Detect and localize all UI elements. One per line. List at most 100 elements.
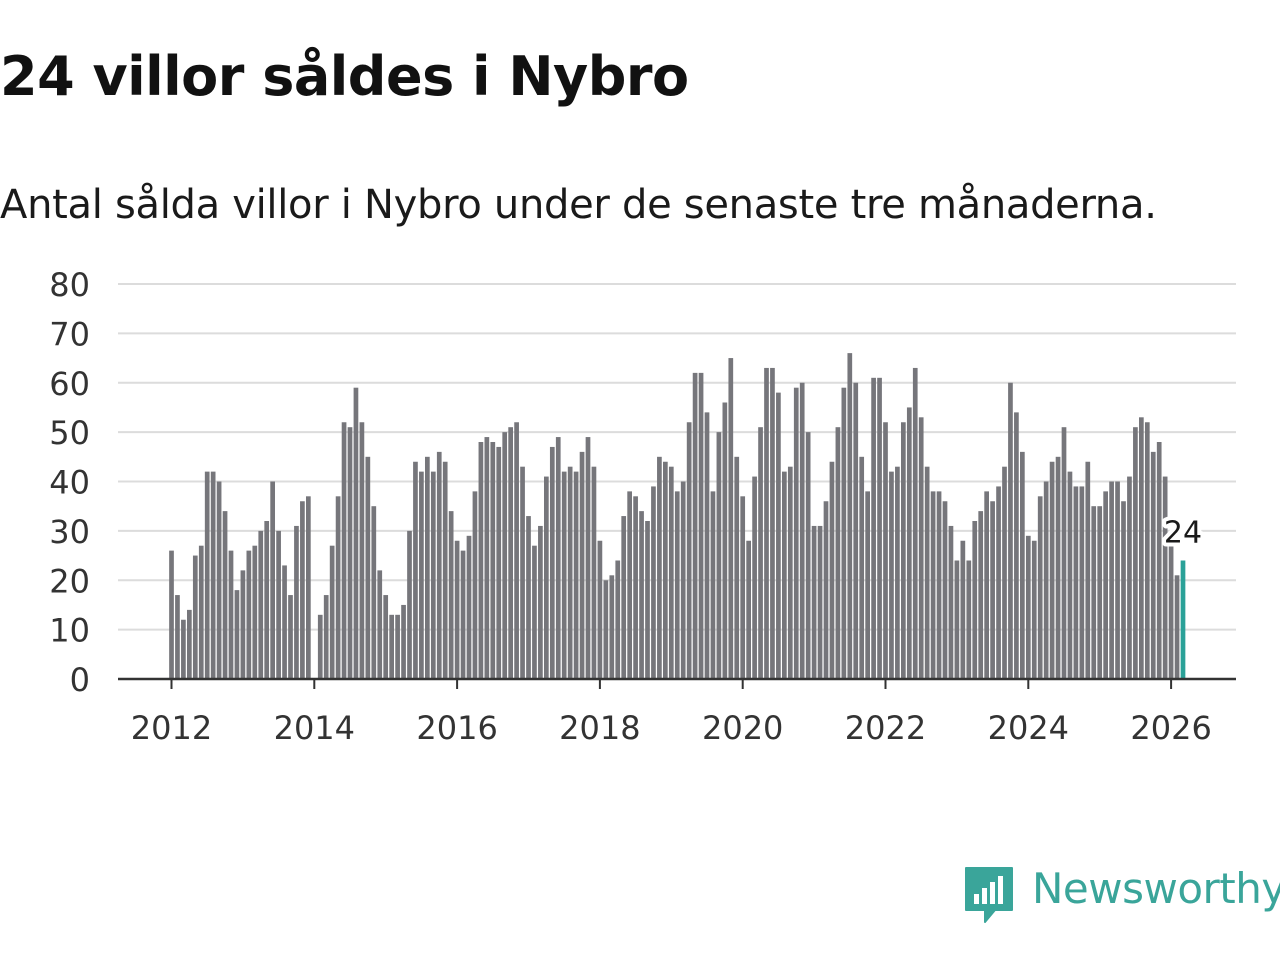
bar: [317, 614, 323, 679]
bar: [871, 377, 876, 679]
y-tick-label: 70: [49, 315, 90, 353]
bar: [187, 609, 192, 679]
bar: [359, 422, 365, 679]
bar: [692, 372, 698, 679]
bar: [954, 560, 960, 679]
bar: [490, 442, 496, 679]
bar: [395, 614, 400, 679]
bar: [573, 471, 579, 679]
y-tick-label: 40: [49, 464, 90, 502]
bar: [960, 540, 966, 679]
bar: [252, 545, 258, 679]
y-tick-label: 50: [49, 414, 90, 452]
bar: [454, 540, 460, 679]
bar: [264, 521, 270, 679]
bar: [460, 550, 466, 679]
x-tick-label: 2024: [988, 709, 1069, 747]
bar: [1103, 491, 1108, 679]
bar: [192, 555, 198, 679]
bar: [365, 456, 371, 679]
bar: [413, 461, 418, 679]
bar: [972, 521, 978, 679]
bar: [1008, 382, 1013, 679]
bar: [306, 496, 311, 679]
bar: [883, 422, 888, 679]
bar: [341, 422, 347, 679]
bar: [1085, 461, 1091, 679]
bar: [1150, 451, 1156, 679]
bar: [484, 437, 490, 679]
bar: [234, 590, 240, 679]
bar: [407, 530, 412, 679]
bar: [758, 427, 763, 679]
bar: [276, 530, 281, 679]
bar: [698, 372, 704, 679]
bar: [1014, 412, 1019, 679]
bar: [847, 353, 853, 679]
bar: [776, 392, 781, 679]
y-tick-label: 60: [49, 365, 90, 403]
bar: [1156, 442, 1162, 679]
bar: [288, 595, 293, 679]
bar: [609, 575, 615, 679]
bar: [222, 511, 228, 679]
x-tick-label: 2016: [416, 709, 497, 747]
bar: [1049, 461, 1055, 679]
bar: [175, 595, 180, 679]
bar: [282, 565, 287, 679]
bar: [853, 382, 859, 679]
bar: [1067, 471, 1073, 679]
bar: [258, 530, 264, 679]
bar: [722, 402, 728, 679]
bar: [442, 461, 448, 679]
bar: [198, 545, 204, 679]
bar: [918, 417, 924, 679]
bar: [668, 466, 674, 679]
bar: [1174, 575, 1180, 679]
bar: [770, 367, 775, 679]
bar: [787, 466, 793, 679]
bar: [1037, 496, 1043, 679]
page-subtitle: Antal sålda villor i Nybro under de sena…: [0, 182, 1157, 228]
bar: [811, 525, 817, 679]
x-tick-label: 2014: [274, 709, 355, 747]
bar: [1139, 417, 1144, 679]
bar: [663, 461, 668, 679]
bar: [901, 422, 906, 679]
bar: [561, 471, 567, 679]
bar: [1002, 466, 1007, 679]
bar: [216, 481, 222, 679]
bar: [728, 358, 734, 679]
bar: [782, 471, 787, 679]
bar: [567, 466, 573, 679]
bar: [752, 476, 757, 679]
bar: [240, 570, 246, 679]
bar: [466, 535, 472, 679]
bar: [1091, 506, 1097, 679]
bar: [906, 407, 912, 679]
bar: [228, 550, 234, 679]
bar: [508, 427, 513, 679]
bar: [1144, 422, 1150, 679]
bar: [1097, 506, 1103, 679]
bar: [805, 432, 811, 679]
bar: [1025, 535, 1031, 679]
bar: [1079, 486, 1085, 679]
bar: [793, 387, 799, 679]
bar: [829, 461, 835, 679]
y-tick-label: 20: [49, 562, 90, 600]
x-tick-label: 2012: [131, 709, 212, 747]
bar: [615, 560, 621, 679]
bar: [555, 437, 561, 679]
x-tick-label: 2026: [1130, 709, 1211, 747]
newsworthy-logo-icon: [965, 867, 1013, 923]
bar: [865, 491, 870, 679]
bar: [419, 471, 424, 679]
bar: [430, 471, 436, 679]
bar: [532, 545, 537, 679]
bar: [936, 491, 942, 679]
bar: [841, 387, 847, 679]
bar: [990, 501, 995, 679]
bar: [930, 491, 936, 679]
bar: [210, 471, 216, 679]
